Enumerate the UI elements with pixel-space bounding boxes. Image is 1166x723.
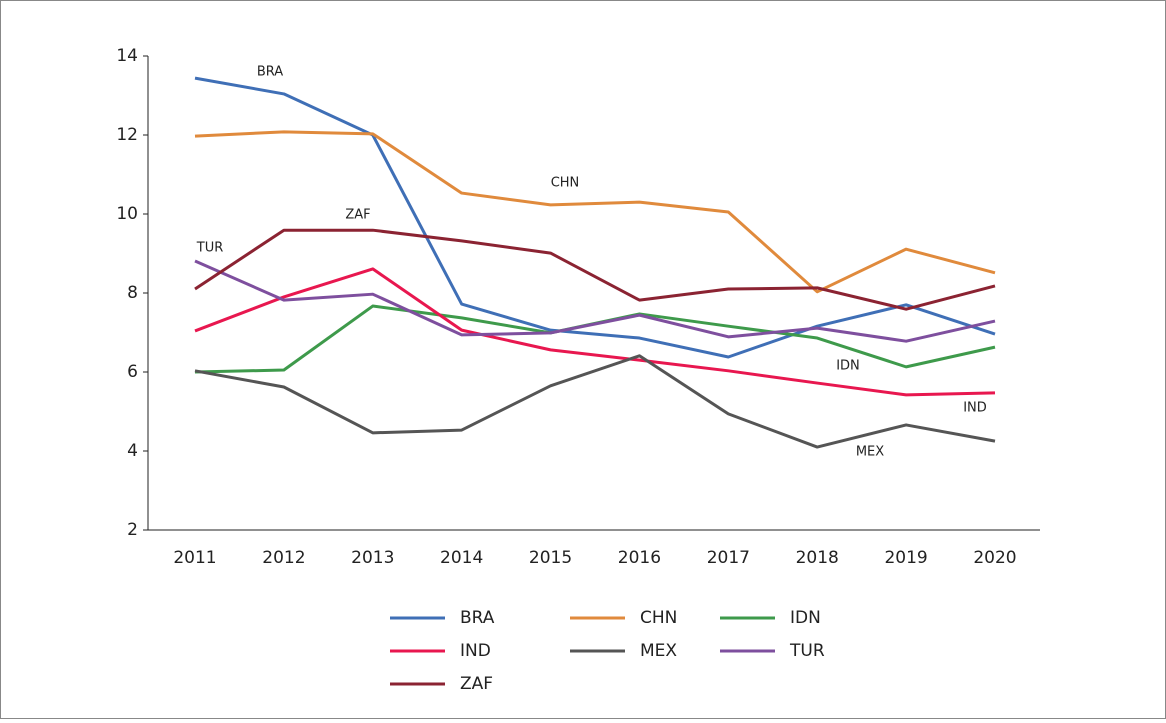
legend-label: BRA bbox=[460, 608, 495, 628]
y-tick-label: 14 bbox=[116, 46, 138, 66]
x-tick-label: 2016 bbox=[618, 548, 661, 568]
annotation: BRA bbox=[257, 65, 283, 80]
y-tick-label: 4 bbox=[127, 441, 138, 461]
series-line bbox=[194, 354, 996, 449]
legend-label: IDN bbox=[790, 608, 821, 628]
legend-label: TUR bbox=[789, 641, 825, 661]
annotation: ZAF bbox=[345, 208, 370, 223]
annotation: IDN bbox=[836, 359, 860, 374]
legend-label: CHN bbox=[640, 608, 677, 628]
annotation: IND bbox=[963, 401, 987, 416]
y-tick-label: 10 bbox=[116, 204, 138, 224]
legend-label: IND bbox=[460, 641, 491, 661]
x-tick-label: 2018 bbox=[796, 548, 839, 568]
x-tick-label: 2019 bbox=[884, 548, 927, 568]
x-tick-label: 2015 bbox=[529, 548, 572, 568]
series-line bbox=[194, 267, 996, 397]
legend-label: MEX bbox=[640, 641, 677, 661]
y-tick-label: 2 bbox=[127, 520, 138, 540]
x-tick-label: 2017 bbox=[707, 548, 750, 568]
x-tick-label: 2012 bbox=[262, 548, 305, 568]
series-line bbox=[194, 228, 996, 311]
x-tick-label: 2011 bbox=[173, 548, 216, 568]
series-line bbox=[194, 259, 996, 343]
x-tick-label: 2013 bbox=[351, 548, 394, 568]
annotation: CHN bbox=[551, 176, 580, 191]
legend-label: ZAF bbox=[460, 674, 493, 694]
series-line bbox=[194, 76, 996, 359]
x-tick-label: 2020 bbox=[973, 548, 1016, 568]
y-tick-label: 6 bbox=[127, 362, 138, 382]
series-line bbox=[194, 130, 996, 294]
x-tick-label: 2014 bbox=[440, 548, 483, 568]
y-tick-label: 8 bbox=[127, 283, 138, 303]
y-tick-label: 12 bbox=[116, 125, 138, 145]
annotation: MEX bbox=[856, 445, 884, 460]
annotation: TUR bbox=[196, 241, 224, 256]
